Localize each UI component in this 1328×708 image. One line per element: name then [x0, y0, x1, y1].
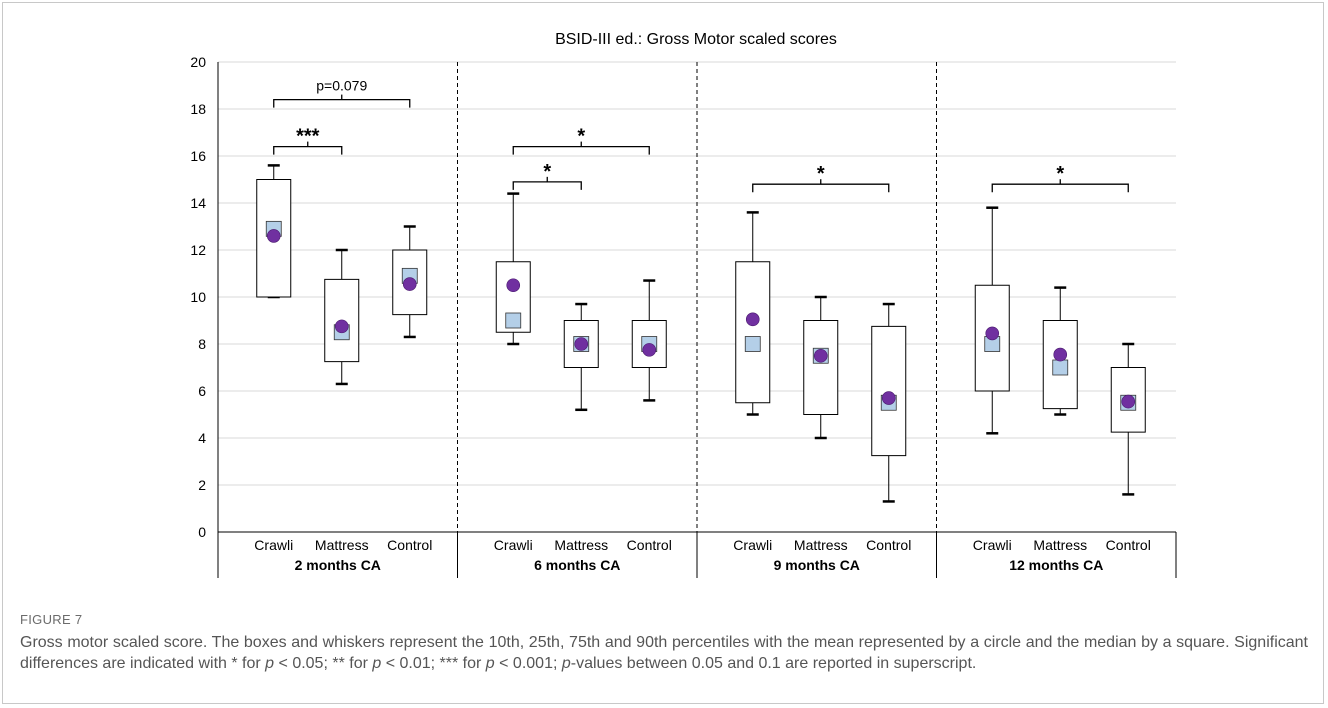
axes: [217, 62, 1177, 578]
category-label: Control: [627, 537, 672, 553]
y-tick-label: 8: [198, 336, 206, 352]
significance-label: *: [1056, 163, 1064, 185]
significance-label: *: [817, 163, 825, 185]
y-tick-label: 14: [190, 195, 206, 211]
caption-text: Gross motor scaled score. The boxes and …: [20, 634, 1308, 672]
y-tick-label: 0: [198, 524, 206, 540]
group-label: 12 months CA: [1009, 557, 1103, 573]
caption-text: < 0.01; *** for: [381, 655, 486, 672]
significance-brackets: p=0.079*** ** * *: [273, 78, 1129, 193]
box-plot-chart: BSID-III ed.: Gross Motor scaled scores …: [190, 31, 1177, 578]
caption-text: < 0.001;: [494, 655, 562, 672]
significance-label: ***: [296, 126, 320, 148]
box-iqr: [871, 325, 907, 457]
category-label: Crawli: [494, 537, 533, 553]
median-marker: [1052, 359, 1069, 376]
category-label: Control: [1106, 537, 1151, 553]
y-tick-label: 12: [190, 242, 206, 258]
group-label: 2 months CA: [295, 557, 381, 573]
y-tick-label: 4: [198, 430, 206, 446]
mean-marker: [745, 312, 760, 327]
mean-marker: [813, 348, 828, 363]
caption-text: -values between 0.05 and 0.1 are reporte…: [570, 655, 977, 672]
caption-italic-p: p: [372, 655, 382, 672]
mean-marker: [642, 343, 657, 357]
mean-marker: [1121, 394, 1136, 409]
chart-title: BSID-III ed.: Gross Motor scaled scores: [555, 31, 837, 48]
y-tick-label: 20: [190, 54, 206, 70]
box-iqr: [803, 320, 839, 415]
significance-bracket: [512, 181, 582, 190]
mean-marker: [1053, 347, 1068, 362]
mean-marker: [881, 391, 896, 405]
y-tick-label: 16: [190, 148, 206, 164]
category-label: Mattress: [1033, 537, 1087, 553]
boxes: [256, 164, 1146, 503]
caption-italic-p: p: [265, 655, 275, 672]
significance-label: *: [543, 161, 551, 183]
significance-bracket: [752, 183, 890, 193]
caption-text: < 0.05; ** for: [274, 655, 373, 672]
mean-marker: [402, 277, 417, 291]
significance-label: *: [577, 126, 585, 148]
category-label: Crawli: [733, 537, 772, 553]
mean-marker: [985, 326, 1000, 341]
significance-bracket: [273, 98, 411, 108]
group-label: 9 months CA: [774, 557, 860, 573]
y-tick-label: 6: [198, 383, 206, 399]
significance-label: p=0.079: [316, 78, 367, 94]
category-label: Control: [866, 537, 911, 553]
y-tick-label: 2: [198, 477, 206, 493]
y-tick-label: 18: [190, 101, 206, 117]
caption-italic-p: p: [485, 655, 495, 672]
mean-marker: [574, 337, 589, 351]
significance-bracket: [273, 145, 343, 155]
median-marker: [744, 336, 761, 352]
significance-bracket: [512, 145, 650, 155]
box-iqr: [735, 261, 771, 404]
caption-italic-p: p: [561, 655, 571, 672]
median-marker: [505, 312, 522, 329]
category-label: Mattress: [315, 537, 369, 553]
group-label: 6 months CA: [534, 557, 620, 573]
mean-marker: [266, 229, 281, 243]
category-label: Crawli: [973, 537, 1012, 553]
figure-label: FIGURE 7: [20, 612, 83, 627]
y-tick-label: 10: [190, 289, 206, 305]
mean-marker: [334, 319, 349, 334]
category-label: Control: [387, 537, 432, 553]
category-label: Mattress: [794, 537, 848, 553]
mean-marker: [506, 278, 521, 293]
category-label: Mattress: [554, 537, 608, 553]
figure-caption: Gross motor scaled score. The boxes and …: [20, 632, 1308, 674]
category-label: Crawli: [254, 537, 293, 553]
significance-bracket: [991, 183, 1129, 193]
gridlines: [218, 61, 1176, 486]
